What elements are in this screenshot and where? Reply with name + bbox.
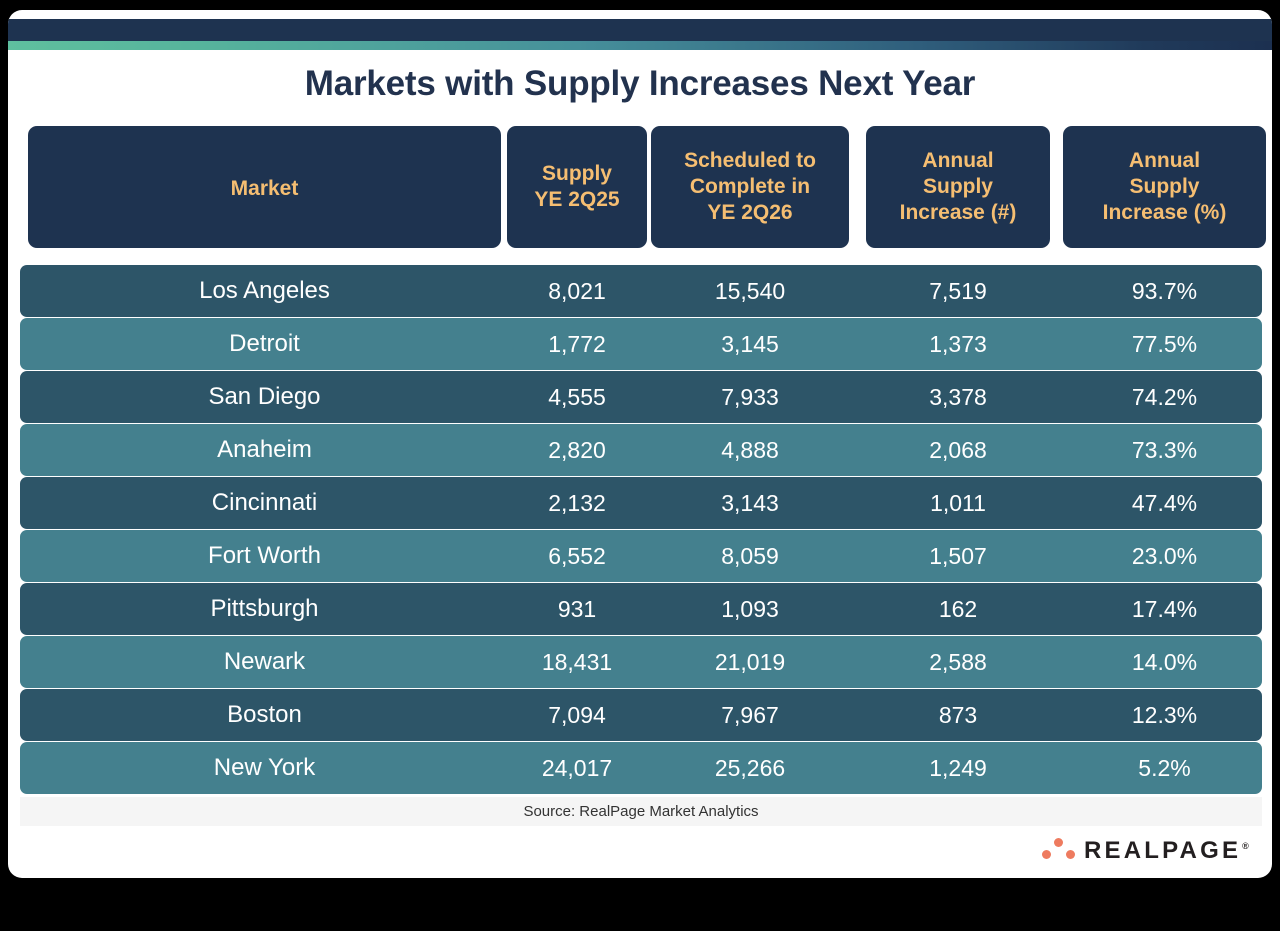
cell-increase-num: 7,519 xyxy=(929,277,987,304)
cell-increase-num: 162 xyxy=(938,595,978,622)
cell-increase-num: 873 xyxy=(938,701,978,728)
cell-scheduled-ye-2q26: 7,967 xyxy=(721,701,779,728)
cell-scheduled-ye-2q26: 3,145 xyxy=(721,330,779,357)
cell-supply-ye-2q25: 1,772 xyxy=(548,330,606,357)
table-header-row: Market Supply YE 2Q25 Scheduled to Complete … xyxy=(20,126,1266,248)
cell-increase-num: 3,378 xyxy=(929,383,987,410)
top-navy-band xyxy=(8,19,1272,41)
logo-dot-bottom-left xyxy=(1042,850,1051,859)
realpage-wordmark: REALPAGE® xyxy=(1084,833,1252,864)
table-header-label: Annual Supply Increase (#) xyxy=(899,149,1017,224)
cell-supply-ye-2q25: 24,017 xyxy=(541,754,613,781)
cell-market: Pittsburgh xyxy=(210,595,319,622)
cell-increase-pct: 47.4% xyxy=(1131,489,1198,516)
cell-market: Boston xyxy=(227,701,302,728)
cell-scheduled-ye-2q26: 8,059 xyxy=(721,542,779,569)
cell-market: Los Angeles xyxy=(199,277,330,304)
source-text: Source: RealPage Market Analytics xyxy=(523,803,759,820)
report-card: Markets with Supply Increases Next Year … xyxy=(8,10,1272,878)
cell-increase-num: 1,507 xyxy=(929,542,987,569)
table-row[interactable]: Detroit 1,772 3,145 1,373 77.5% xyxy=(20,318,1262,370)
realpage-logo: REALPAGE® xyxy=(1040,830,1249,866)
table-row[interactable]: Cincinnati 2,132 3,143 1,011 47.4% xyxy=(20,477,1262,529)
cell-increase-pct: 12.3% xyxy=(1131,701,1198,728)
cell-scheduled-ye-2q26: 1,093 xyxy=(721,595,779,622)
cell-scheduled-ye-2q26: 15,540 xyxy=(714,277,786,304)
cell-market: Cincinnati xyxy=(211,489,318,516)
cell-scheduled-ye-2q26: 4,888 xyxy=(721,436,779,463)
table-header-label: Supply YE 2Q25 xyxy=(534,162,620,211)
cell-supply-ye-2q25: 4,555 xyxy=(548,383,606,410)
cell-scheduled-ye-2q26: 21,019 xyxy=(714,648,786,675)
cell-supply-ye-2q25: 2,820 xyxy=(548,436,606,463)
table-row[interactable]: New York 24,017 25,266 1,249 5.2% xyxy=(20,742,1262,794)
cell-increase-pct: 14.0% xyxy=(1131,648,1198,675)
cell-supply-ye-2q25: 931 xyxy=(557,595,597,622)
teal-gradient-accent-bar xyxy=(8,41,1272,50)
cell-market: Newark xyxy=(223,648,306,675)
cell-supply-ye-2q25: 18,431 xyxy=(541,648,613,675)
source-band: Source: RealPage Market Analytics xyxy=(20,797,1262,826)
cell-scheduled-ye-2q26: 25,266 xyxy=(714,754,786,781)
table-row[interactable]: Fort Worth 6,552 8,059 1,507 23.0% xyxy=(20,530,1262,582)
table-header-cell-4[interactable]: Annual Supply Increase (%) xyxy=(1063,126,1266,248)
cell-increase-num: 1,011 xyxy=(930,489,986,516)
table-header-label: Annual Supply Increase (%) xyxy=(1102,149,1227,224)
realpage-wordmark-text: REALPAGE xyxy=(1084,836,1242,864)
cell-scheduled-ye-2q26: 7,933 xyxy=(721,383,779,410)
cell-supply-ye-2q25: 8,021 xyxy=(548,277,606,304)
cell-increase-pct: 73.3% xyxy=(1131,436,1198,463)
cell-increase-num: 2,068 xyxy=(929,436,987,463)
cell-market: Fort Worth xyxy=(208,542,321,569)
cell-increase-pct: 5.2% xyxy=(1138,754,1191,781)
table-row[interactable]: Anaheim 2,820 4,888 2,068 73.3% xyxy=(20,424,1262,476)
logo-dot-top xyxy=(1054,838,1063,847)
cell-increase-pct: 93.7% xyxy=(1131,277,1198,304)
cell-supply-ye-2q25: 6,552 xyxy=(548,542,606,569)
table-row[interactable]: Los Angeles 8,021 15,540 7,519 93.7% xyxy=(20,265,1262,317)
cell-market: San Diego xyxy=(208,383,321,410)
cell-market: New York xyxy=(213,754,316,781)
cell-supply-ye-2q25: 7,094 xyxy=(548,701,606,728)
table-header-cell-3[interactable]: Annual Supply Increase (#) xyxy=(866,126,1050,248)
cell-increase-pct: 77.5% xyxy=(1131,330,1198,357)
cell-market: Detroit xyxy=(229,330,300,357)
table-header-label: Scheduled to Complete in YE 2Q26 xyxy=(684,149,816,224)
table-body: Los Angeles 8,021 15,540 7,519 93.7% Detroit 1… xyxy=(20,265,1262,795)
cell-scheduled-ye-2q26: 3,143 xyxy=(721,489,779,516)
table-header-cell-2[interactable]: Scheduled to Complete in YE 2Q26 xyxy=(651,126,849,248)
table-header-cell-0[interactable]: Market xyxy=(28,126,501,248)
realpage-dots-icon xyxy=(1040,835,1082,861)
cell-increase-pct: 23.0% xyxy=(1131,542,1198,569)
cell-market: Anaheim xyxy=(217,436,312,463)
cell-increase-num: 1,249 xyxy=(929,754,987,781)
table-header-cell-1[interactable]: Supply YE 2Q25 xyxy=(507,126,647,248)
realpage-trademark: ® xyxy=(1242,840,1253,851)
cell-increase-num: 2,588 xyxy=(929,648,987,675)
logo-dot-bottom-right xyxy=(1066,850,1075,859)
cell-increase-pct: 17.4% xyxy=(1131,595,1198,622)
cell-supply-ye-2q25: 2,132 xyxy=(548,489,606,516)
cell-increase-num: 1,373 xyxy=(929,330,987,357)
page-title: Markets with Supply Increases Next Year xyxy=(304,64,976,103)
table-row[interactable]: Boston 7,094 7,967 873 12.3% xyxy=(20,689,1262,741)
cell-increase-pct: 74.2% xyxy=(1131,383,1198,410)
table-row[interactable]: San Diego 4,555 7,933 3,378 74.2% xyxy=(20,371,1262,423)
table-row[interactable]: Newark 18,431 21,019 2,588 14.0% xyxy=(20,636,1262,688)
table-header-label: Market xyxy=(230,177,299,200)
table-row[interactable]: Pittsburgh 931 1,093 162 17.4% xyxy=(20,583,1262,635)
